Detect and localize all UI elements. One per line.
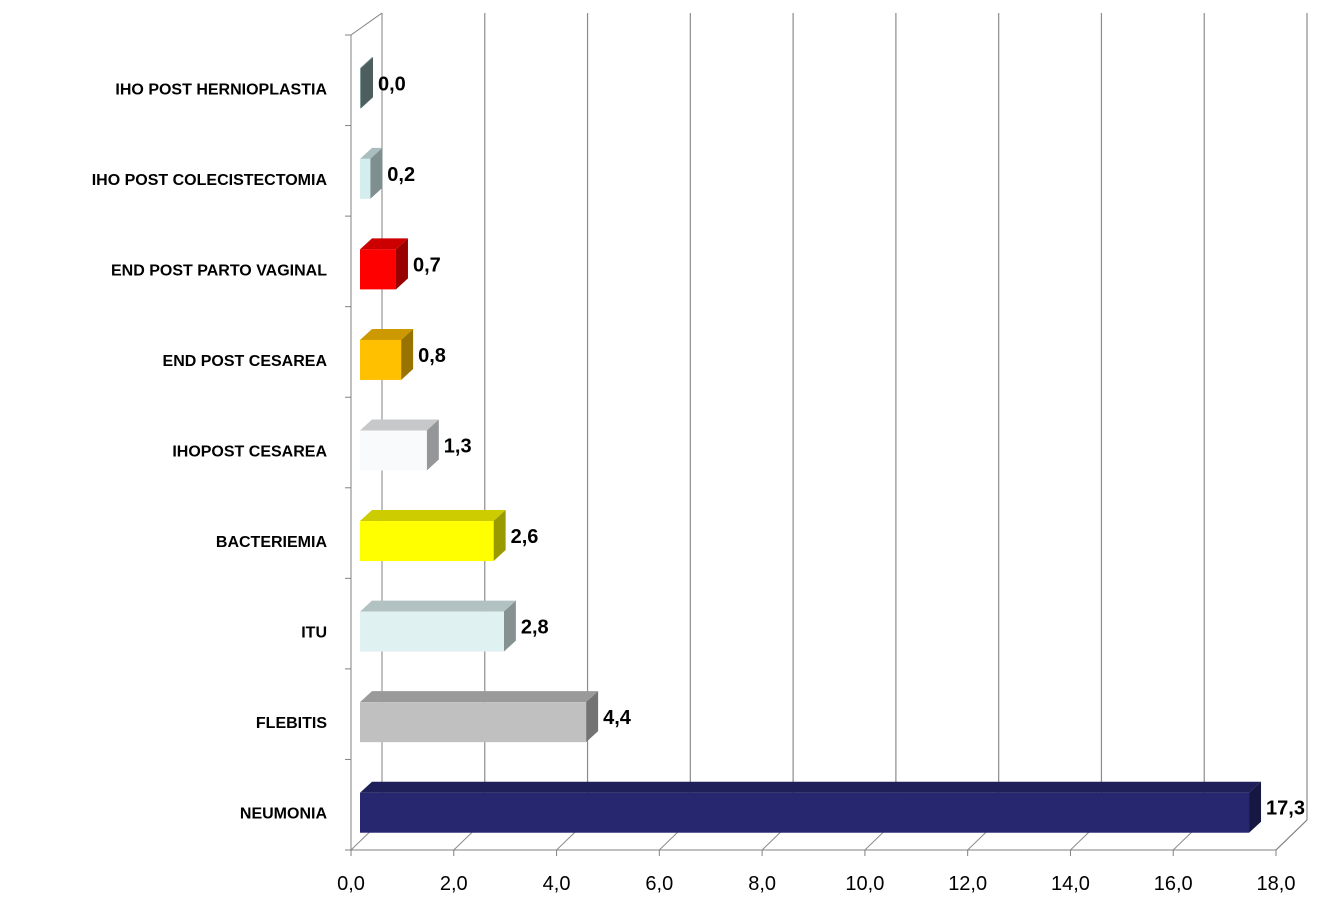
bar — [360, 147, 383, 199]
value-label: 1,3 — [444, 436, 472, 458]
bar — [360, 238, 408, 290]
bar-top — [360, 238, 408, 250]
bar-side — [395, 238, 408, 290]
x-tick-label: 0,0 — [337, 873, 365, 895]
bar-top — [360, 147, 383, 159]
bar-top — [360, 600, 516, 612]
bar-front — [360, 521, 494, 562]
bar-top — [360, 691, 599, 703]
bar — [360, 328, 414, 380]
x-tick-label: 16,0 — [1154, 873, 1193, 895]
x-tick-label: 6,0 — [645, 873, 673, 895]
bar — [360, 781, 1262, 833]
bar-side — [370, 147, 383, 199]
bar-side — [503, 600, 516, 652]
bar-side — [361, 57, 373, 109]
bar-front — [360, 68, 361, 109]
value-label: 0,0 — [378, 73, 406, 95]
value-label: 17,3 — [1266, 798, 1305, 820]
category-label: ITU — [301, 625, 327, 642]
value-label: 4,4 — [603, 707, 632, 729]
category-label: NEUMONIA — [240, 806, 328, 823]
bar-side — [1249, 781, 1262, 833]
labels: 0,0 2,0 4,0 6,0 8,0 10,0 12,0 14,0 16,0 18,0 IHO P… — [92, 73, 1305, 895]
category-label: BACTERIEMIA — [216, 534, 328, 551]
category-label: IHO POST HERNIOPLASTIA — [115, 81, 327, 98]
category-label: FLEBITIS — [256, 715, 327, 732]
bar-front — [360, 611, 504, 652]
bar-top — [360, 419, 439, 431]
bar-side — [493, 510, 506, 562]
x-tick-label: 18,0 — [1257, 873, 1296, 895]
bar-front — [360, 339, 402, 380]
value-label: 2,8 — [521, 617, 549, 639]
category-label: IHO POST COLECISTECTOMIA — [92, 172, 328, 189]
bar-front — [360, 792, 1250, 833]
bar — [360, 419, 439, 471]
floor-edge — [1275, 819, 1308, 851]
bar-side — [401, 328, 414, 380]
value-label: 0,2 — [387, 164, 415, 186]
category-label: END POST CESAREA — [163, 353, 328, 370]
x-tick-label: 4,0 — [543, 873, 571, 895]
bar-top — [360, 57, 373, 69]
bar — [360, 57, 373, 109]
x-tick-label: 12,0 — [948, 873, 987, 895]
bar-top — [360, 781, 1262, 793]
bar-top — [360, 328, 414, 340]
value-label: 0,8 — [418, 345, 446, 367]
bar-front — [360, 702, 587, 743]
bar-front — [360, 249, 396, 290]
bar-side — [586, 691, 599, 743]
bars — [360, 57, 1262, 833]
bar-front — [360, 158, 371, 199]
wall-top-edge — [350, 12, 383, 36]
category-label: END POST PARTO VAGINAL — [111, 262, 327, 279]
x-tick-label: 2,0 — [440, 873, 468, 895]
bar-side — [426, 419, 439, 471]
value-label: 0,7 — [413, 254, 441, 276]
axes — [345, 12, 1308, 856]
x-tick-label: 14,0 — [1051, 873, 1090, 895]
bar-front — [360, 430, 427, 471]
x-tick-label: 10,0 — [845, 873, 884, 895]
bar — [360, 600, 516, 652]
x-tick-label: 8,0 — [748, 873, 776, 895]
bar — [360, 691, 599, 743]
category-label: IHOPOST CESAREA — [172, 444, 327, 461]
bar-top — [360, 510, 506, 522]
bar — [360, 510, 506, 562]
value-label: 2,6 — [511, 526, 539, 548]
gridlines — [350, 13, 1308, 851]
